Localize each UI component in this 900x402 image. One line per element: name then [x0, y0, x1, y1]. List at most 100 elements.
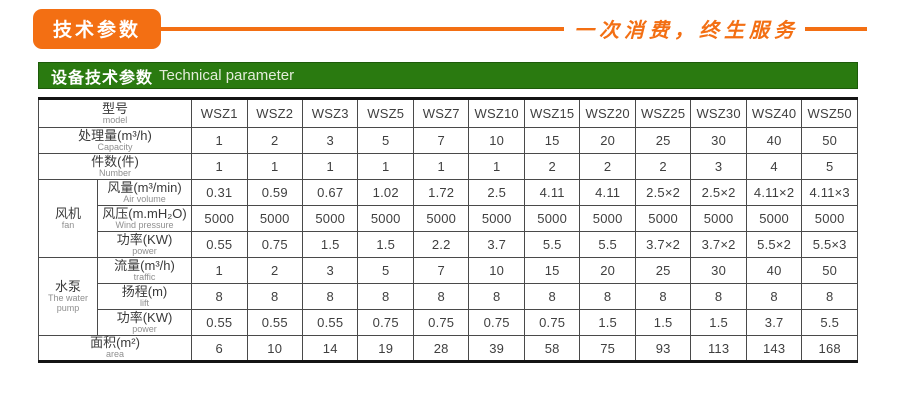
row-label-en: traffic: [133, 271, 156, 282]
value-cell: 3: [301, 257, 359, 284]
value-cell: 5.5: [579, 231, 636, 258]
value-cell: 8: [745, 283, 803, 310]
divider-line: [805, 26, 867, 31]
value-cell: 8: [801, 283, 858, 310]
row-label-en: power: [132, 323, 157, 334]
table-row: 功率(KW) power 0.55 0.75 1.5 1.5 2.2 3.7 5.5 5.5 3.7…: [39, 231, 858, 258]
value-cell: 1: [246, 153, 303, 180]
value-cell: 20: [579, 257, 636, 284]
value-cell: 15: [523, 127, 581, 154]
row-label-en: lift: [140, 297, 149, 308]
model-name-cell: WSZ20: [579, 98, 636, 128]
value-cell: 3: [301, 127, 359, 154]
value-cell: 3.7: [745, 309, 803, 336]
row-label-zh: 流量(m³/h): [114, 257, 175, 273]
model-name-cell: WSZ25: [634, 98, 692, 128]
value-cell: 0.55: [301, 309, 359, 336]
table-row: 处理量(m³/h) Capacity 1 2 3 5 7 10 15 20 25 30 40 50: [37, 127, 858, 154]
sub-label-cell: 风压(m.mH₂O) Wind pressure: [96, 205, 193, 232]
model-header-cell: 型号 model: [37, 98, 193, 128]
row-label-en: Capacity: [97, 141, 133, 152]
value-cell: 30: [690, 127, 747, 154]
value-cell: 5: [801, 153, 858, 180]
row-label-zh: 面积(m²): [90, 335, 140, 351]
value-cell: 5000: [468, 205, 525, 232]
value-cell: 1.5: [357, 231, 414, 258]
model-name-cell: WSZ2: [246, 98, 303, 128]
value-cell: 5000: [801, 205, 858, 232]
row-label-zh: 型号: [102, 100, 129, 116]
row-label-zh: 风机: [54, 205, 81, 221]
row-label-cell: 件数(件) Number: [37, 153, 193, 180]
model-name-cell: WSZ1: [191, 98, 248, 128]
value-cell: 8: [579, 283, 636, 310]
sub-label-cell: 扬程(m) lift: [96, 283, 193, 310]
value-cell: 5000: [191, 205, 248, 232]
row-label-en: fan: [61, 219, 75, 230]
table-title-zh: 设备技术参数: [51, 69, 154, 87]
value-cell: 8: [357, 283, 414, 310]
row-label-en: Air volume: [123, 193, 166, 204]
value-cell: 5.5: [523, 231, 581, 258]
value-cell: 2: [634, 153, 692, 180]
row-label-zh: 风量(m³/min): [107, 179, 182, 195]
value-cell: 8: [634, 283, 692, 310]
table-row: 风压(m.mH₂O) Wind pressure 5000 5000 5000 5000 5…: [39, 205, 858, 232]
spec-table: 型号 model WSZ1 WSZ2 WSZ3 WSZ5 WSZ7 WSZ10 WSZ15 WSZ…: [37, 97, 858, 363]
value-cell: 30: [690, 257, 747, 284]
model-name-cell: WSZ7: [412, 98, 470, 128]
value-cell: 1.02: [357, 179, 414, 206]
value-cell: 15: [523, 257, 581, 284]
value-cell: 1.72: [412, 179, 470, 206]
value-cell: 3.7: [468, 231, 525, 258]
model-name-cell: WSZ10: [468, 98, 525, 128]
value-cell: 5000: [745, 205, 803, 232]
row-label-zh: 件数(件): [91, 153, 139, 169]
value-cell: 8: [468, 283, 525, 310]
row-label-en: area: [106, 349, 125, 360]
value-cell: 4.11: [523, 179, 581, 206]
value-cell: 5.5×3: [801, 231, 858, 258]
value-cell: 143: [745, 335, 803, 362]
group-label-cell: 水泵 The water pump: [38, 257, 98, 336]
value-cell: 75: [579, 335, 636, 362]
value-cell: 4: [745, 153, 803, 180]
value-cell: 5000: [357, 205, 414, 232]
value-cell: 1: [412, 153, 470, 180]
row-label-zh: 水泵: [54, 278, 81, 294]
value-cell: 8: [523, 283, 581, 310]
section-badge: 技术参数: [33, 8, 162, 49]
value-cell: 5000: [301, 205, 359, 232]
value-cell: 5000: [412, 205, 470, 232]
row-label-zh: 处理量(m³/h): [78, 127, 152, 143]
value-cell: 4.11×3: [801, 179, 858, 206]
value-cell: 39: [468, 335, 525, 362]
value-cell: 5000: [634, 205, 692, 232]
value-cell: 3: [690, 153, 747, 180]
sub-label-cell: 流量(m³/h) traffic: [96, 257, 193, 284]
page-header: 技术参数 一次消费，终生服务: [0, 0, 900, 49]
row-label-zh: 功率(KW): [116, 231, 173, 247]
value-cell: 7: [412, 257, 470, 284]
value-cell: 0.55: [191, 231, 248, 258]
model-name-cell: WSZ40: [745, 98, 803, 128]
value-cell: 168: [801, 335, 858, 362]
model-name-cell: WSZ3: [301, 98, 359, 128]
row-label-cell: 处理量(m³/h) Capacity: [37, 127, 193, 154]
value-cell: 1.5: [634, 309, 692, 336]
value-cell: 25: [634, 257, 692, 284]
value-cell: 1: [191, 257, 248, 284]
value-cell: 2.5×2: [634, 179, 692, 206]
value-cell: 8: [246, 283, 303, 310]
value-cell: 8: [412, 283, 470, 310]
table-row: 扬程(m) lift 8 8 8 8 8 8 8 8 8 8 8 8: [39, 283, 858, 310]
value-cell: 5: [357, 127, 414, 154]
divider-line: [161, 26, 564, 31]
row-label-zh: 扬程(m): [121, 283, 168, 299]
model-name-cell: WSZ15: [523, 98, 581, 128]
value-cell: 1: [357, 153, 414, 180]
table-row: 功率(KW) power 0.55 0.55 0.55 0.75 0.75 0.75 0.75 1…: [39, 309, 858, 336]
value-cell: 2.2: [412, 231, 470, 258]
value-cell: 58: [523, 335, 581, 362]
value-cell: 3.7×2: [690, 231, 747, 258]
